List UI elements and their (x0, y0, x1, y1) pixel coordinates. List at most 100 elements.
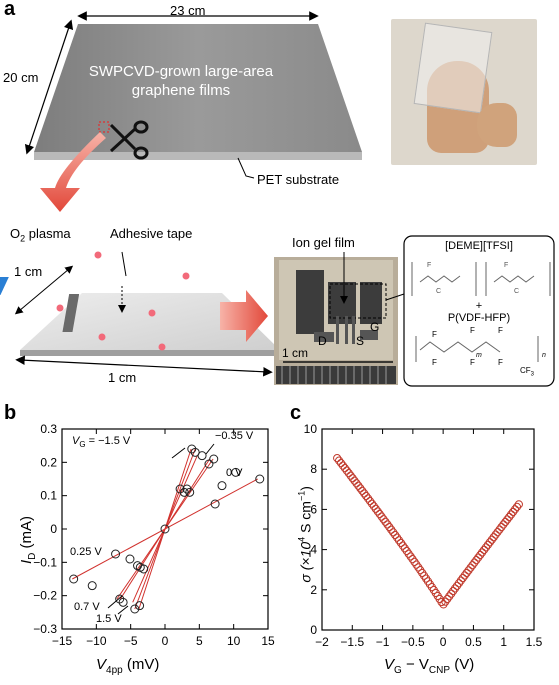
data-point (69, 574, 79, 584)
data-point (389, 528, 398, 537)
data-point (371, 504, 380, 513)
data-point (182, 484, 192, 494)
data-point (479, 545, 489, 554)
chart-c-ylabel: σ (×104 S cm−1) (297, 469, 314, 599)
data-point (462, 568, 471, 578)
chart-c: −2 −1.5 −1 −0.5 0 0.5 1 1.5 0 2 4 6 8 10 (304, 422, 543, 649)
polymer-f-2: F (470, 326, 475, 335)
data-point (125, 554, 135, 564)
data-point (491, 530, 500, 539)
data-point (185, 487, 195, 497)
chart-c-xlabel-v1: V (384, 656, 395, 673)
glove-photo (391, 19, 537, 165)
y-tick-label: 8 (310, 462, 317, 476)
data-point (410, 557, 419, 566)
data-point (111, 549, 121, 559)
ion-gel-label: Ion gel film (292, 235, 355, 250)
data-point (414, 563, 423, 572)
chart-b-ylabel-i: I (18, 559, 35, 565)
gate-label: G (370, 320, 380, 334)
x-tick-label: −5 (124, 634, 138, 648)
pet-substrate-edge (34, 152, 362, 160)
chart-b-ylabel: ID (mA) (18, 500, 38, 580)
data-point (348, 474, 357, 483)
data-point (204, 459, 214, 469)
adhesive-tape-piece (0, 277, 9, 295)
ion-f-left: F (427, 262, 432, 269)
process-arrow-right (220, 290, 268, 342)
data-point (464, 566, 473, 575)
height-dimension-arrow (24, 19, 74, 155)
data-point (381, 517, 390, 526)
pet-substrate-label: PET substrate (257, 172, 340, 187)
chart-c-ylabel-suffix: ) (297, 486, 314, 491)
data-point (443, 594, 452, 604)
polymer-f-4: F (470, 358, 475, 367)
data-point (400, 544, 409, 553)
cf3-text: CF (520, 366, 531, 375)
data-point (503, 515, 512, 524)
panel-a-illustration (0, 11, 555, 387)
data-point (344, 469, 353, 478)
data-point (387, 525, 396, 534)
data-point (187, 444, 197, 454)
y-tick-label: 6 (310, 502, 317, 516)
data-point (391, 530, 400, 540)
data-point (210, 499, 220, 509)
x-tick-label: 15 (261, 634, 275, 648)
annotation-arrow (107, 595, 123, 609)
data-point (412, 560, 421, 569)
annotation-0v: 0 V (226, 467, 243, 479)
data-point (404, 549, 413, 558)
plasma-label-suffix: plasma (25, 226, 71, 241)
data-point (507, 510, 516, 519)
annotation-15: 1.5 V (96, 613, 122, 625)
y-tick-label: 0 (310, 623, 317, 637)
cut-region-marker (98, 121, 110, 133)
data-point (179, 487, 189, 497)
chem-plus: + (475, 300, 483, 312)
data-point (439, 600, 448, 609)
polymer-title: P(VDF-HFP) (447, 312, 511, 324)
y-tick-label: −0.1 (33, 555, 57, 569)
data-point (396, 538, 406, 548)
vg-annotation-v: V (72, 435, 80, 447)
x-tick-label: −10 (86, 634, 107, 648)
data-point (406, 552, 415, 561)
adhesive-tape-label: Adhesive tape (110, 226, 193, 241)
data-point (373, 507, 382, 516)
x-tick-label: 10 (227, 634, 241, 648)
data-point (510, 505, 520, 514)
annotation-neg035: −0.35 V (215, 430, 254, 442)
process-arrow-down (40, 132, 106, 212)
data-point (377, 512, 386, 521)
device-chip (20, 293, 280, 350)
data-point (217, 481, 227, 491)
x-tick-label: −1 (376, 635, 390, 649)
chart-c-ylabel-exp2: −1 (296, 490, 307, 502)
series-line (134, 448, 196, 610)
substrate-leader-line (237, 157, 255, 179)
data-point (472, 555, 481, 565)
data-point (115, 594, 125, 604)
y-tick-label: 10 (304, 422, 318, 436)
polymer-m: m (476, 352, 482, 359)
data-point (398, 541, 407, 550)
data-point (441, 597, 450, 606)
ion-f-right: F (504, 262, 509, 269)
x-tick-label: 1.5 (526, 635, 543, 649)
y-tick-label: −0.3 (33, 622, 57, 636)
data-point (452, 581, 462, 590)
data-point (508, 507, 518, 517)
data-point (362, 491, 371, 501)
data-point (483, 540, 493, 549)
data-point (334, 456, 344, 465)
data-point (466, 563, 475, 572)
data-point (447, 589, 456, 598)
data-point (369, 502, 378, 511)
data-point (255, 474, 265, 484)
chart-c-xlabel-mid: − V (401, 656, 429, 673)
data-point (352, 479, 361, 488)
data-point (478, 548, 487, 557)
data-point (340, 464, 349, 473)
